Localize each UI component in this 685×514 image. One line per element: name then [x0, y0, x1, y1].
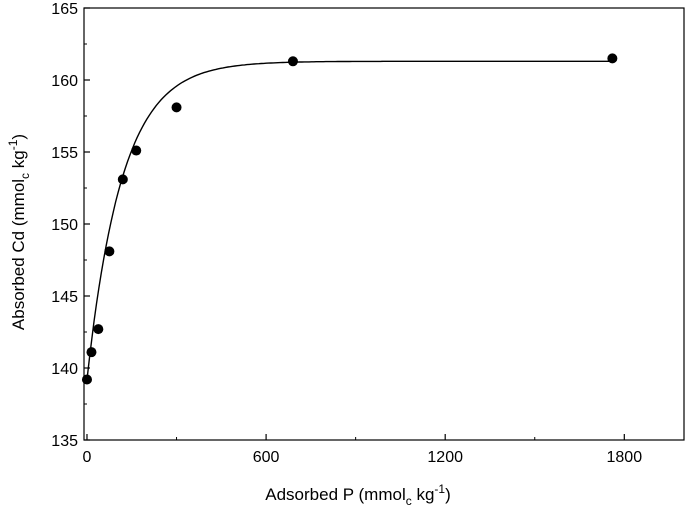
- x-tick-label: 0: [83, 449, 92, 466]
- data-point: [117, 174, 128, 185]
- y-axis-title: Absorbed Cd (mmolc kg-1): [6, 134, 32, 330]
- y-tick-label: 150: [51, 217, 78, 234]
- data-point: [287, 56, 298, 67]
- y-tick-label: 140: [51, 361, 78, 378]
- data-point: [104, 246, 115, 257]
- x-tick-label: 600: [253, 449, 280, 466]
- data-point: [93, 324, 104, 335]
- y-tick-label: 160: [51, 73, 78, 90]
- y-axis: 135 140 145 150 155 160 165: [51, 1, 90, 450]
- data-point: [86, 347, 97, 358]
- data-point: [171, 102, 182, 113]
- x-axis-title: Adsorbed P (mmolc kg-1): [265, 482, 451, 508]
- y-tick-label: 145: [51, 289, 78, 306]
- data-point: [81, 374, 92, 385]
- plot-border: [83, 7, 685, 441]
- data-point: [607, 53, 618, 64]
- plot-frame: [83, 7, 685, 441]
- y-tick-label: 165: [51, 1, 78, 18]
- data-points: [81, 53, 618, 385]
- fitted-curve: [86, 60, 613, 380]
- y-tick-label: 135: [51, 433, 78, 450]
- y-tick-label: 155: [51, 145, 78, 162]
- x-axis: 0 600 1200 1800: [83, 434, 643, 466]
- x-tick-label: 1800: [607, 449, 643, 466]
- data-point: [131, 145, 142, 156]
- x-tick-label: 1200: [427, 449, 463, 466]
